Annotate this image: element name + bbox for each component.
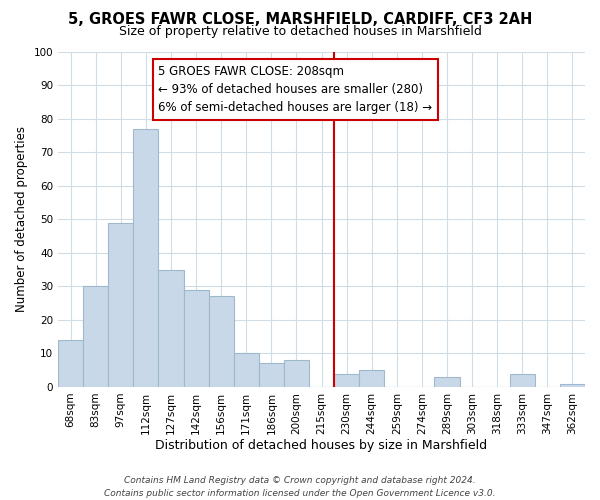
Bar <box>108 222 133 387</box>
Bar <box>209 296 233 387</box>
Text: Size of property relative to detached houses in Marshfield: Size of property relative to detached ho… <box>119 25 481 38</box>
X-axis label: Distribution of detached houses by size in Marshfield: Distribution of detached houses by size … <box>155 440 488 452</box>
Bar <box>184 290 209 387</box>
Bar <box>334 374 359 387</box>
Y-axis label: Number of detached properties: Number of detached properties <box>15 126 28 312</box>
Text: 5, GROES FAWR CLOSE, MARSHFIELD, CARDIFF, CF3 2AH: 5, GROES FAWR CLOSE, MARSHFIELD, CARDIFF… <box>68 12 532 28</box>
Bar <box>58 340 83 387</box>
Bar <box>133 128 158 387</box>
Bar <box>434 377 460 387</box>
Bar <box>233 354 259 387</box>
Bar <box>284 360 309 387</box>
Bar <box>560 384 585 387</box>
Text: Contains HM Land Registry data © Crown copyright and database right 2024.
Contai: Contains HM Land Registry data © Crown c… <box>104 476 496 498</box>
Text: 5 GROES FAWR CLOSE: 208sqm
← 93% of detached houses are smaller (280)
6% of semi: 5 GROES FAWR CLOSE: 208sqm ← 93% of deta… <box>158 65 433 114</box>
Bar <box>259 364 284 387</box>
Bar <box>83 286 108 387</box>
Bar <box>510 374 535 387</box>
Bar <box>359 370 384 387</box>
Bar <box>158 270 184 387</box>
